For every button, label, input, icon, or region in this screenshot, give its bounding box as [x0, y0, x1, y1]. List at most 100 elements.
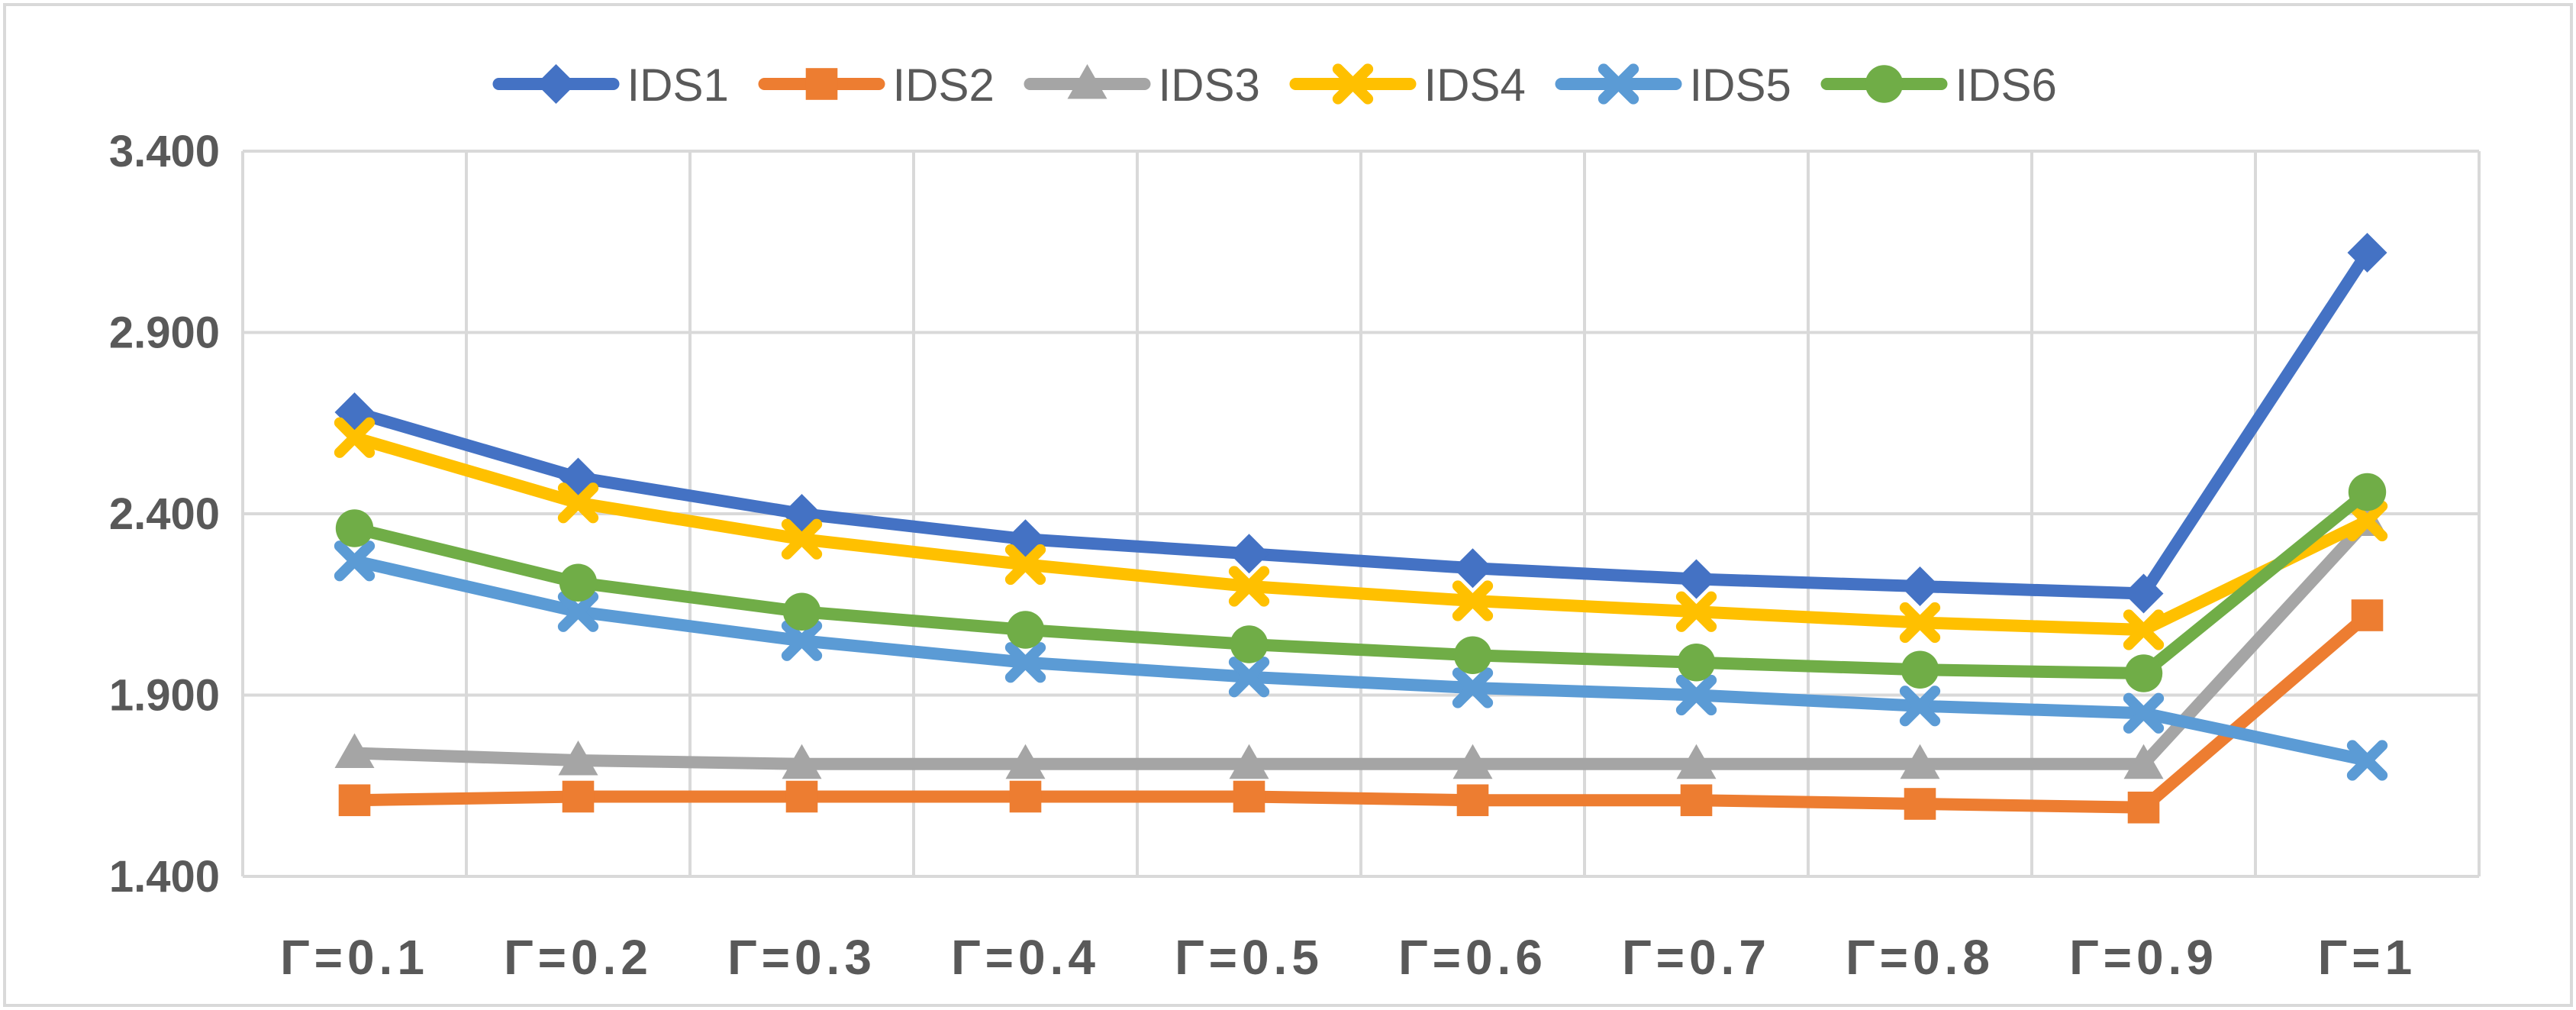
data-point	[557, 591, 599, 632]
series-line	[348, 609, 2374, 814]
data-point	[1900, 744, 1940, 779]
data-point	[2348, 473, 2387, 511]
series-line	[348, 247, 2374, 600]
data-point	[785, 780, 818, 813]
series-line	[348, 554, 2374, 766]
legend-label: IDS5	[1690, 60, 1791, 111]
data-point	[782, 592, 821, 631]
legend-marker	[1067, 64, 1107, 99]
data-point	[781, 620, 823, 661]
data-point	[334, 540, 376, 582]
legend-label: IDS2	[893, 60, 995, 111]
series-ids5	[334, 540, 2388, 781]
data-point	[1006, 611, 1045, 649]
data-point	[1009, 780, 1042, 813]
data-point	[781, 518, 823, 560]
x-tick-label: Γ=0.1	[280, 930, 429, 985]
data-point	[1229, 534, 1269, 574]
legend-item-ids5: IDS5	[1555, 60, 1791, 111]
data-point	[1900, 566, 1940, 606]
y-tick-label: 2.400	[109, 489, 220, 539]
x-tick-label: Γ=0.4	[951, 930, 1100, 985]
series-ids4	[334, 417, 2388, 650]
data-point	[1680, 784, 1713, 817]
data-point	[558, 741, 598, 776]
data-point	[1230, 625, 1269, 663]
y-tick-label: 1.900	[109, 671, 220, 721]
data-point	[2124, 654, 2163, 692]
data-point	[1676, 559, 1717, 599]
legend-item-ids3: IDS3	[1024, 60, 1260, 111]
data-point	[338, 784, 371, 817]
series-ids6	[335, 473, 2387, 692]
data-point	[1675, 674, 1717, 716]
data-point	[1229, 744, 1269, 779]
data-point	[1456, 784, 1489, 817]
series-layer	[334, 233, 2388, 824]
chart-frame	[3, 3, 2573, 1007]
data-point	[1452, 744, 1493, 779]
data-point	[1677, 644, 1716, 682]
data-point	[335, 509, 374, 547]
data-point	[2127, 791, 2160, 824]
x-tick-label: Γ=0.7	[1622, 930, 1771, 985]
series-line	[348, 486, 2374, 679]
data-point	[1453, 636, 1492, 674]
data-point	[2123, 609, 2165, 650]
data-point	[1005, 744, 1046, 779]
legend-item-ids6: IDS6	[1820, 60, 2057, 111]
data-point	[1901, 650, 1939, 689]
y-tick-label: 1.400	[109, 852, 220, 902]
legend-label: IDS3	[1159, 60, 1260, 111]
legend-marker	[1598, 63, 1639, 105]
data-point	[2351, 599, 2384, 631]
x-tick-label: Γ=0.2	[504, 930, 653, 985]
data-point	[1676, 744, 1717, 779]
data-point	[1228, 657, 1270, 698]
data-point	[1452, 580, 1494, 621]
series-line	[348, 515, 2374, 770]
legend-item-ids1: IDS1	[492, 60, 729, 111]
x-tick-label: Γ=0.5	[1175, 930, 1323, 985]
data-point	[562, 780, 595, 813]
x-tick-label: Γ=0.9	[2069, 930, 2218, 985]
legend: IDS1 IDS2 IDS3 IDS4 IDS5 IDS6	[492, 60, 2057, 111]
x-tick-label: Γ=0.6	[1398, 930, 1547, 985]
series-line	[348, 431, 2374, 636]
data-point	[334, 417, 376, 458]
legend-label: IDS4	[1424, 60, 1526, 111]
data-point	[1233, 780, 1265, 813]
x-tick-label: Γ=0.8	[1846, 930, 1994, 985]
data-point	[1004, 544, 1046, 586]
data-point	[1004, 642, 1046, 683]
data-point	[2123, 744, 2164, 779]
data-point	[782, 744, 822, 779]
legend-marker	[805, 68, 838, 100]
data-point	[2123, 573, 2164, 614]
data-point	[1228, 566, 1270, 607]
data-point	[1452, 667, 1494, 708]
legend-marker	[1332, 63, 1374, 105]
data-point	[1899, 686, 1941, 727]
series-ids3	[334, 501, 2387, 779]
data-point	[559, 563, 598, 602]
data-point	[2346, 740, 2388, 781]
y-tick-label: 3.400	[109, 127, 220, 176]
data-point	[1452, 548, 1493, 589]
axes: 1.400 1.900 2.400 2.900 3.400 Γ=0.1 Γ=0.2 Γ=0.3…	[109, 127, 2416, 985]
x-tick-label: Γ=1	[2318, 930, 2416, 985]
legend-label: IDS6	[1955, 60, 2057, 111]
data-point	[2346, 500, 2388, 542]
legend-marker	[536, 64, 576, 104]
data-point	[1675, 591, 1717, 632]
data-point	[334, 733, 375, 768]
x-tick-label: Γ=0.3	[727, 930, 876, 985]
series-ids2	[338, 599, 2384, 824]
data-point	[1904, 788, 1936, 820]
legend-item-ids2: IDS2	[758, 60, 995, 111]
data-point	[557, 482, 599, 524]
legend-label: IDS1	[627, 60, 729, 111]
legend-marker	[1865, 65, 1904, 103]
